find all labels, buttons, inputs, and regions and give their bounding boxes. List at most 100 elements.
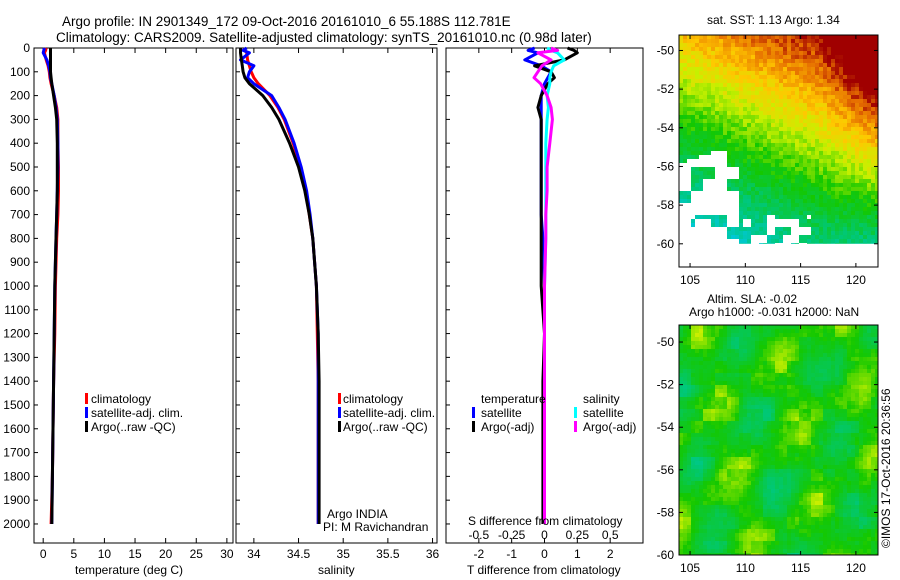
map-cell xyxy=(755,429,759,433)
map-cell xyxy=(755,385,759,389)
map-cell xyxy=(727,441,731,445)
map-cell xyxy=(859,481,863,485)
map-cell xyxy=(727,385,731,389)
map-cell xyxy=(875,167,878,171)
map-cell xyxy=(803,203,807,207)
map-cell xyxy=(799,211,803,215)
map-cell xyxy=(735,131,739,135)
map-cell xyxy=(703,469,707,473)
map-cell xyxy=(755,99,759,103)
map-cell xyxy=(835,187,839,191)
map-cell xyxy=(727,79,731,83)
map-cell xyxy=(779,357,783,361)
map-cell xyxy=(855,91,859,95)
map-cell xyxy=(815,425,819,429)
map-cell xyxy=(743,513,747,517)
map-cell xyxy=(767,477,771,481)
y-tick-label: 800 xyxy=(10,231,30,245)
salinity-panel: 34 34.5 35 35.5 36 xyxy=(235,46,440,561)
map-cell xyxy=(855,517,859,521)
map-cell xyxy=(747,445,751,449)
map-cell xyxy=(719,91,723,95)
map-cell xyxy=(683,393,687,397)
map-cell xyxy=(815,43,819,47)
map-cell xyxy=(823,95,827,99)
map-cell xyxy=(691,63,695,67)
map-cell xyxy=(875,465,878,469)
map-cell xyxy=(695,401,699,405)
map-cell xyxy=(819,151,823,155)
map-cell xyxy=(843,357,847,361)
map-cell xyxy=(799,489,803,493)
map-cell xyxy=(703,171,707,175)
map-cell xyxy=(723,497,727,501)
map-cell xyxy=(807,155,811,159)
map-cell xyxy=(863,365,867,369)
map-cell xyxy=(771,513,775,517)
map-cell xyxy=(687,143,691,147)
map-cell xyxy=(875,63,878,67)
map-cell xyxy=(747,187,751,191)
map-cell xyxy=(695,143,699,147)
map-cell xyxy=(775,501,779,505)
map-cell xyxy=(855,457,859,461)
map-cell xyxy=(679,119,683,123)
map-cell xyxy=(823,71,827,75)
map-cell xyxy=(791,477,795,481)
map-cell xyxy=(839,175,843,179)
map-cell xyxy=(855,357,859,361)
map-cell xyxy=(759,405,763,409)
map-cell xyxy=(859,509,863,513)
map-cell xyxy=(835,75,839,79)
map-cell xyxy=(755,521,759,525)
map-cell xyxy=(683,139,687,143)
map-cell xyxy=(679,111,683,115)
map-cell xyxy=(743,71,747,75)
map-cell xyxy=(831,417,835,421)
map-cell xyxy=(827,83,831,87)
map-cell xyxy=(831,243,835,244)
map-cell xyxy=(803,119,807,123)
map-cell xyxy=(711,381,715,385)
map-cell xyxy=(867,147,871,151)
map-cell xyxy=(871,381,875,385)
map-cell xyxy=(731,51,735,55)
map-cell xyxy=(695,445,699,449)
map-cell xyxy=(735,465,739,469)
map-cell xyxy=(687,461,691,465)
map-cell xyxy=(791,99,795,103)
map-cell xyxy=(815,119,819,123)
map-cell xyxy=(707,393,711,397)
map-cell xyxy=(711,405,715,409)
map-cell xyxy=(763,87,767,91)
map-cell xyxy=(843,385,847,389)
map-cell xyxy=(815,513,819,517)
map-cell xyxy=(715,361,719,365)
map-cell xyxy=(815,445,819,449)
map-cell xyxy=(731,433,735,437)
map-cell xyxy=(835,199,839,203)
map-cell xyxy=(731,377,735,381)
map-cell xyxy=(803,187,807,191)
map-cell xyxy=(843,167,847,171)
map-cell xyxy=(707,437,711,441)
map-cell xyxy=(695,99,699,103)
map-cell xyxy=(867,63,871,67)
map-cell xyxy=(763,365,767,369)
map-cell xyxy=(855,477,859,481)
map-cell xyxy=(847,199,851,203)
map-cell xyxy=(855,445,859,449)
map-cell xyxy=(791,517,795,521)
map-cell xyxy=(759,167,763,171)
map-cell xyxy=(783,35,787,39)
map-cell xyxy=(783,191,787,195)
map-cell xyxy=(787,79,791,83)
map-cell xyxy=(795,147,799,151)
map-cell xyxy=(723,413,727,417)
map-cell xyxy=(759,211,763,215)
map-cell xyxy=(835,143,839,147)
map-cell xyxy=(779,429,783,433)
map-cell xyxy=(743,333,747,337)
map-cell xyxy=(795,187,799,191)
map-cell xyxy=(791,215,795,219)
